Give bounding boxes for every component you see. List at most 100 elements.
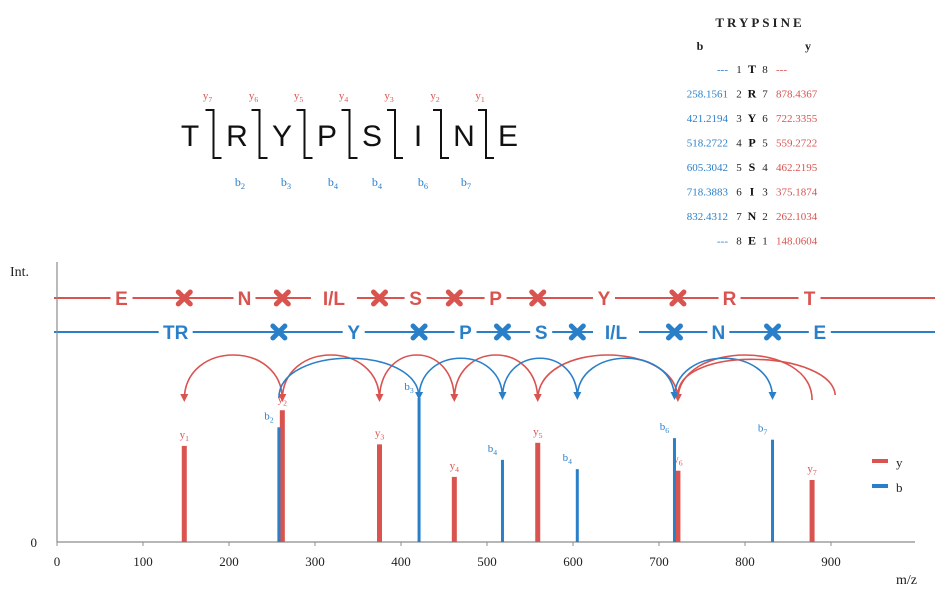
b-cleavage-marker [493,323,511,341]
b-peak-label: b6 [660,421,670,435]
y-ion-bar [181,445,187,542]
b-ion-label: b4 [372,175,383,191]
y-ladder-residue: S [409,289,422,310]
b-ladder-residue: S [535,323,548,344]
y-index-cell: 7 [762,89,768,101]
b-cleavage-marker [764,323,782,341]
cleavage-bracket [387,109,403,159]
y-ladder-residue: E [115,289,128,310]
b-ion-bar [500,459,504,542]
fragment-ion-table: TRYPSINE b y --- 1 T 8 ---258.1561 2 R 7 878.436… [687,15,818,248]
y-cleavage-marker [529,289,547,307]
y-ion-arc [450,354,539,402]
b-ion-label: b4 [328,175,339,191]
y-ion-label: y6 [249,90,259,104]
b-peak-label: b2 [264,410,274,424]
cleavage-bracket [478,109,494,159]
b-ion-label: b3 [281,175,291,191]
cleavage-bracket [341,109,358,159]
y-ladder-residue: N [238,289,252,310]
b-index-cell: 3 [736,113,742,125]
b-legend-label: b [896,480,903,495]
y-ion-label: y2 [430,90,440,104]
y-index-cell: 4 [762,162,768,174]
y-mass-cell: 462.2195 [776,162,818,174]
b-ion-arc [673,357,777,400]
table-title: TRYPSINE [715,15,804,30]
b-ion-bar [575,469,579,542]
y-cleavage-marker [273,289,291,307]
b-index-cell: 5 [736,162,742,174]
y-peak-label: y6 [673,454,683,468]
y-mass-cell: 262.1034 [776,211,818,223]
y-ladder-residue: R [723,289,737,310]
y-ion-arc [533,354,679,402]
y-cleavage-marker [669,289,687,307]
peptide-residue: N [453,120,475,153]
y-ion-label: y3 [384,90,394,104]
y-ladder-residue: Y [598,289,611,310]
b-cleavage-marker [270,323,288,341]
b-peak-label: b4 [488,443,498,457]
b-cleavage-marker [568,323,586,341]
y-ladder-residue: T [804,289,816,310]
y-index-cell: 3 [762,187,768,199]
y-index-cell: 1 [762,236,768,248]
x-tick-label: 700 [649,554,669,569]
y-legend-swatch [872,459,888,463]
y-ion-label: y5 [294,90,304,104]
b-cleavage-marker [665,323,683,341]
y-ion-bar [535,442,541,542]
y-peak-label: y1 [180,429,190,443]
b-ion-label: b6 [418,175,428,191]
table-row: 421.2194 3 Y 6 722.3355 [687,111,818,125]
x-tick-label: 400 [391,554,411,569]
table-row: 258.1561 2 R 7 878.4367 [687,87,818,101]
peptide-residue: T [181,120,199,153]
residue-cell: P [748,136,755,150]
y-peak-label: y2 [278,393,288,407]
b-ladder-residue: TR [163,323,189,344]
chart-legend: yb [872,455,903,495]
y-mass-cell: 722.3355 [776,113,818,125]
y-index-cell: 5 [762,138,768,150]
cleavage-bracket [251,109,268,159]
y-mass-cell: 559.2722 [776,138,817,150]
y-ion-bar [279,410,285,542]
y-peak-label: y4 [450,460,460,474]
b-index-cell: 7 [736,211,742,223]
peptide-residue: E [498,120,518,153]
b-ladder-residue: Y [347,323,360,344]
b-index-cell: 8 [736,236,742,248]
y-peak-label: y3 [375,427,385,441]
b-peak-label: b3 [404,381,414,395]
b-ion-bar [417,397,421,542]
y-ion-bar [451,476,457,542]
cleavage-bracket [296,109,313,159]
table-header-b: b [697,39,704,53]
b-ladder-residue: I/L [605,323,628,344]
y-ion-label: y4 [339,90,349,104]
table-row: 518.2722 4 P 5 559.2722 [687,136,818,150]
x-tick-label: 300 [305,554,325,569]
table-row: --- 1 T 8 --- [717,62,787,76]
y-index-cell: 6 [762,113,768,125]
residue-cell: N [748,209,757,223]
b-ion-bar [672,438,676,542]
y-mass-cell: 375.1874 [776,187,818,199]
table-row: 718.3883 6 I 3 375.1874 [687,185,818,199]
b-mass-cell: --- [717,236,728,248]
y-cleavage-marker [175,289,193,307]
b-ladder-residue: P [459,323,472,344]
b-ion-arc [278,357,424,400]
b-legend-swatch [872,484,888,488]
x-tick-label: 900 [821,554,841,569]
y-axis-label: Int. [10,265,29,280]
b-ion-arc [418,357,507,400]
b-ion-bar [771,439,775,542]
b-mass-cell: 832.4312 [687,211,728,223]
b-ion-bar [277,427,281,542]
b-ladder-residue: E [813,323,826,344]
y-index-cell: 2 [762,211,768,223]
x-tick-label: 0 [54,554,61,569]
